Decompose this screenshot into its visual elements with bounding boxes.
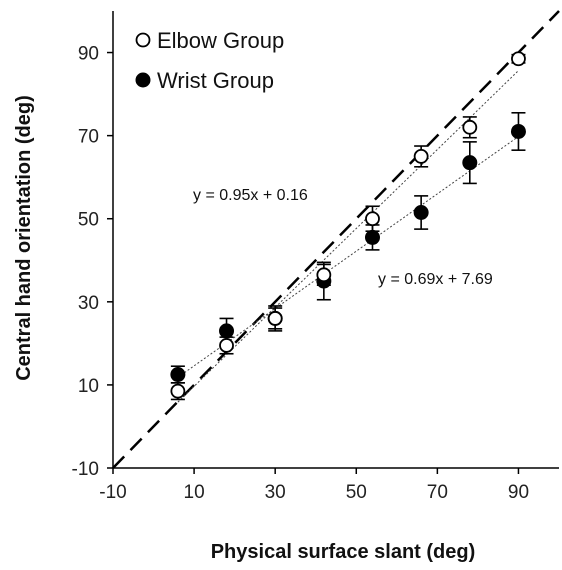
ticks-layer: -10 10 30 50 70 90 -10 10 30 50 70 90	[72, 44, 529, 503]
identity-line	[112, 10, 560, 469]
data-point-elbow	[316, 267, 332, 283]
data-point-elbow	[219, 338, 234, 353]
fit-line-elbow	[177, 70, 519, 403]
data-point-wrist	[219, 323, 235, 339]
legend-label-wrist: Wrist Group	[157, 68, 274, 93]
x-tick-label: 70	[427, 482, 448, 503]
y-tick-label: -10	[72, 459, 99, 480]
x-tick-label: 10	[184, 482, 205, 503]
data-point-wrist	[364, 229, 380, 245]
identity-line-layer	[112, 10, 560, 469]
x-tick-label: 50	[346, 482, 367, 503]
y-tick-label: 30	[78, 293, 99, 314]
data-point-wrist	[462, 155, 478, 171]
y-tick-label: 90	[78, 44, 99, 65]
data-point-elbow	[170, 383, 186, 399]
fit-equation-wrist: y = 0.69x + 7.69	[378, 271, 493, 288]
plot-area	[112, 10, 560, 469]
data-point-elbow	[511, 51, 526, 67]
y-tick-label: 50	[78, 210, 99, 231]
data-point-elbow	[267, 311, 283, 326]
y-tick-label: 70	[78, 127, 99, 148]
data-point-elbow	[413, 149, 429, 164]
data-point-wrist	[510, 123, 526, 139]
data-point-elbow	[365, 211, 380, 227]
x-tick-label: 90	[508, 482, 529, 503]
fit-equation-elbow: y = 0.95x + 0.16	[193, 187, 308, 204]
y-axis-title: Central hand orientation (deg)	[13, 95, 35, 381]
legend-marker-wrist	[135, 72, 151, 88]
data-point-wrist	[413, 204, 429, 220]
x-axis-title: Physical surface slant (deg)	[211, 541, 476, 563]
legend-label-elbow: Elbow Group	[157, 28, 284, 53]
fit-lines-layer	[177, 70, 519, 403]
data-point-elbow	[462, 119, 478, 135]
fit-line-wrist	[177, 136, 519, 378]
x-tick-label: 30	[265, 482, 286, 503]
legend-marker-elbow	[135, 32, 151, 48]
y-tick-label: 10	[78, 376, 99, 397]
x-tick-label: -10	[99, 482, 126, 503]
data-point-wrist	[170, 367, 186, 383]
points-layer	[170, 51, 526, 399]
legend: Elbow Group Wrist Group	[135, 28, 284, 93]
